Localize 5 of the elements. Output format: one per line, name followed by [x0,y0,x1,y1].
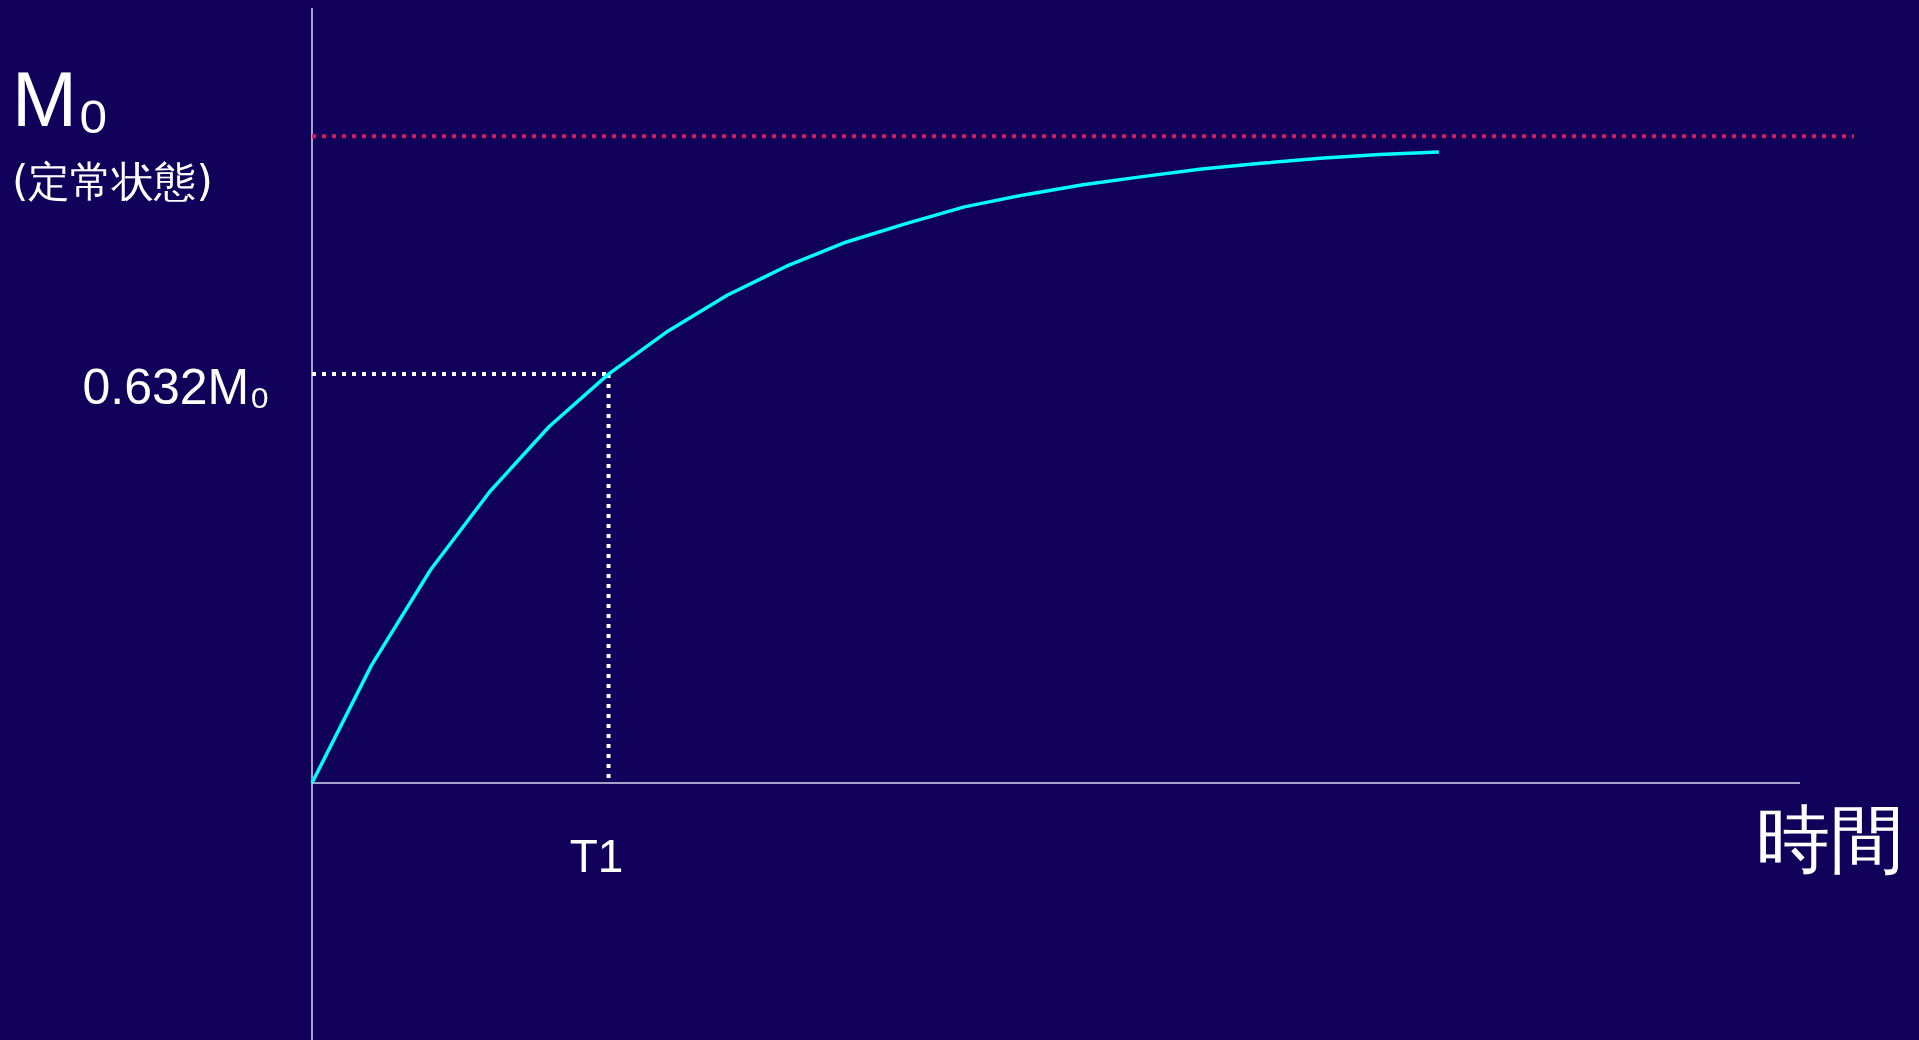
x-axis-title: 時間 [1756,796,1904,882]
ref-line-label: 0.632M₀ [82,359,270,416]
text: T1 [569,830,624,882]
ref-line-label: M₀ [12,55,110,144]
text: (定常状態) [12,157,213,206]
